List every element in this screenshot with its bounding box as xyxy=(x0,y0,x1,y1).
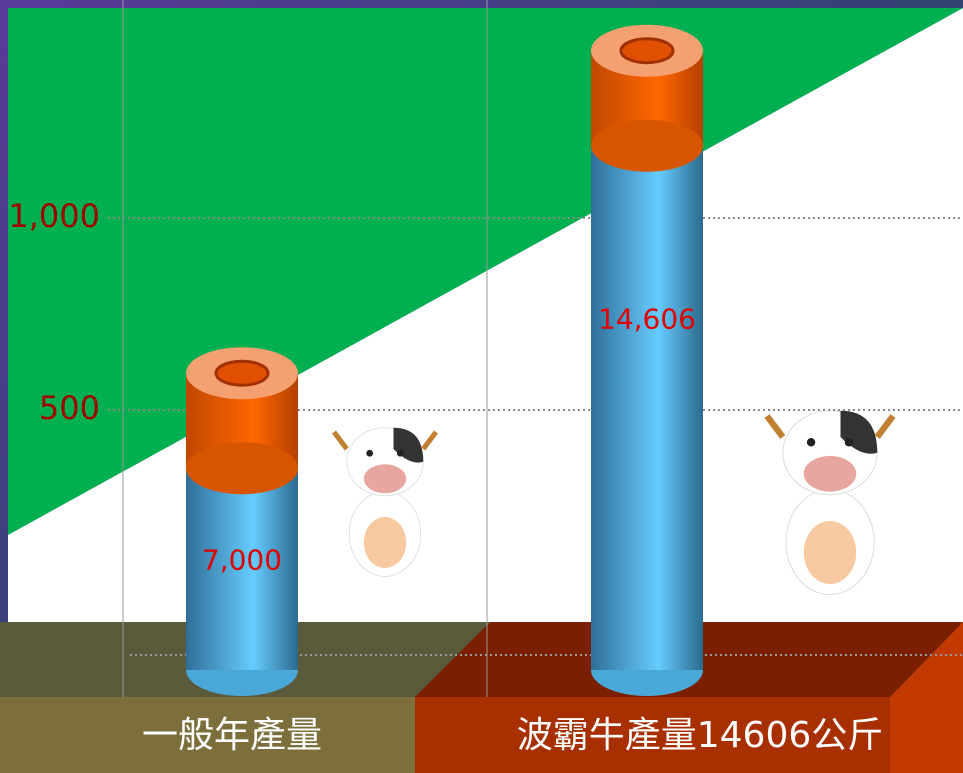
value-label: 14,606 xyxy=(598,302,696,335)
x-tick-label: 波霸牛產量14606公斤 xyxy=(517,715,884,756)
bar-hole xyxy=(216,361,268,385)
bar-cap-bottom xyxy=(591,120,703,172)
y-tick-label: 500 xyxy=(39,389,100,427)
bar-hole xyxy=(621,39,673,63)
x-tick-label: 一般年產量 xyxy=(142,715,322,756)
y-tick-label: 1,000 xyxy=(8,197,100,235)
chart: 500 1,000 7,000 14,606 一般年產量 波霸牛產量14606公斤 xyxy=(0,0,963,773)
page: 5001,0007,00014,606一般年產量波霸牛產量14606公斤 (()… xyxy=(0,0,963,773)
value-label: 7,000 xyxy=(202,544,282,577)
bar-cap-bottom xyxy=(186,442,298,494)
